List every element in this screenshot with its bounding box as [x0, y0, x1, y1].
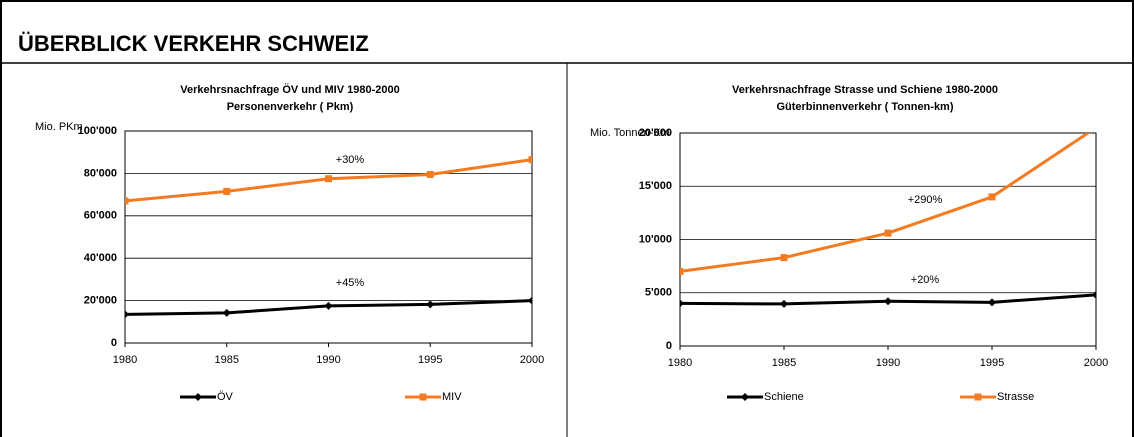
plot-area: [124, 130, 533, 344]
y-tick-label: 80'000: [84, 167, 117, 179]
marker: [528, 296, 532, 305]
annotation: +20%: [911, 274, 940, 286]
y-tick-label: 0: [111, 337, 117, 349]
annotation: +45%: [336, 277, 365, 289]
plot-clip: [680, 124, 1100, 308]
plot-clip: [125, 156, 532, 319]
x-tick-label: 2000: [520, 354, 544, 366]
y-tick-label: 10'000: [639, 233, 672, 245]
x-tick-label: 1990: [316, 354, 340, 366]
marker: [222, 308, 231, 317]
x-tick-label: 1980: [668, 357, 692, 369]
marker: [324, 301, 333, 310]
marker: [780, 254, 788, 262]
y-axis-label: Mio. PKm: [35, 121, 83, 133]
marker: [988, 298, 996, 307]
y-tick-label: 20'000: [84, 295, 117, 307]
chart-subtitle: Güterbinnenverkehr ( Tonnen-km): [776, 101, 953, 113]
marker: [988, 193, 996, 201]
x-tick-label: 1995: [980, 357, 1004, 369]
y-tick-label: 100'000: [78, 125, 117, 137]
marker: [426, 170, 434, 178]
y-tick-label: 15'000: [639, 180, 672, 192]
y-tick-label: 5'000: [645, 287, 672, 299]
chart-title: Verkehrsnachfrage Strasse und Schiene 19…: [732, 84, 998, 96]
marker: [125, 197, 129, 205]
series-line: [680, 133, 1091, 273]
marker: [125, 310, 129, 319]
marker: [741, 393, 749, 401]
marker: [223, 187, 231, 195]
marker: [194, 393, 202, 401]
marker: [974, 393, 982, 401]
marker: [884, 297, 892, 306]
marker: [780, 299, 788, 308]
x-tick-label: 2000: [1084, 357, 1108, 369]
y-tick-label: 20'000: [639, 127, 672, 139]
marker: [1093, 124, 1100, 131]
marker: [1092, 290, 1096, 299]
x-tick-label: 1990: [876, 357, 900, 369]
x-tick-label: 1985: [772, 357, 796, 369]
marker: [325, 175, 332, 183]
y-tick-label: 40'000: [84, 252, 117, 264]
marker: [884, 229, 892, 237]
chart-title: Verkehrsnachfrage ÖV und MIV 1980-2000: [180, 83, 400, 96]
marker: [426, 300, 435, 309]
annotation: +290%: [908, 194, 943, 206]
x-tick-label: 1995: [418, 354, 442, 366]
annotation: +30%: [336, 154, 365, 166]
legend-label: MIV: [442, 391, 462, 403]
marker: [680, 267, 684, 275]
legend-label: Schiene: [764, 391, 804, 403]
marker: [419, 393, 427, 401]
y-tick-label: 0: [666, 340, 672, 352]
legend-label: ÖV: [217, 391, 234, 403]
slide-title: ÜBERBLICK VERKEHR SCHWEIZ: [18, 31, 369, 56]
legend-label: Strasse: [997, 391, 1034, 403]
x-tick-label: 1980: [113, 354, 137, 366]
chart-subtitle: Personenverkehr ( Pkm): [227, 101, 354, 113]
y-axis-label: Mio. Tonnen-Km: [590, 127, 670, 139]
x-tick-label: 1985: [215, 354, 239, 366]
marker: [528, 156, 532, 164]
y-tick-label: 60'000: [84, 210, 117, 222]
marker: [680, 299, 684, 308]
